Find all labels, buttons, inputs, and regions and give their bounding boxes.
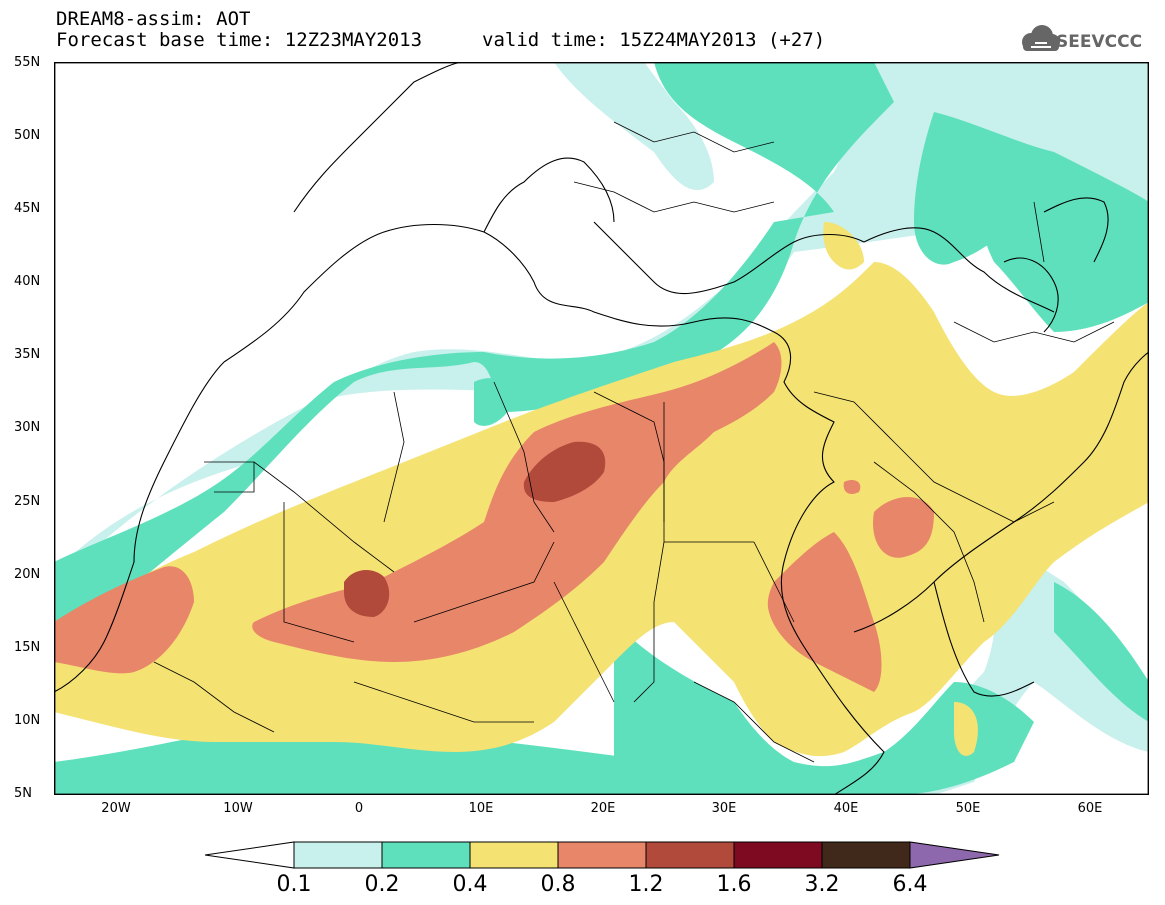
colorbar-segment-1.6 <box>733 841 823 869</box>
colorbar-segment-1.2 <box>645 841 735 869</box>
colorbar-segment-0.1 <box>293 841 383 869</box>
lat-label-55n: 55N <box>14 55 41 70</box>
lon-label-10w: 10W <box>223 801 253 816</box>
lat-label-40n: 40N <box>14 274 41 289</box>
colorbar-segment-0.2 <box>381 841 471 869</box>
colorbar-label-1.6: 1.6 <box>716 872 752 897</box>
colorbar-label-0.4: 0.4 <box>452 872 488 897</box>
colorbar-label-6.4: 6.4 <box>892 872 928 897</box>
forecast-base-time: Forecast base time: 12Z23MAY2013 <box>56 29 423 51</box>
aot-band-1.2 <box>344 441 606 617</box>
lat-label-35n: 35N <box>14 347 41 362</box>
lon-label-30e: 30E <box>711 801 737 816</box>
lat-label-5n: 5N <box>14 786 32 801</box>
aot-map <box>54 62 1149 795</box>
colorbar-segment-3.2 <box>821 841 911 869</box>
lon-label-10e: 10E <box>468 801 494 816</box>
map-border <box>54 62 1149 795</box>
colorbar-label-3.2: 3.2 <box>804 872 840 897</box>
colorbar <box>205 841 1000 869</box>
lon-label-50e: 50E <box>955 801 981 816</box>
lon-label-40e: 40E <box>833 801 859 816</box>
lon-label-20w: 20W <box>101 801 131 816</box>
colorbar-over-triangle <box>909 841 1000 869</box>
lat-label-50n: 50N <box>14 128 41 143</box>
colorbar-segment-0.8 <box>557 841 647 869</box>
colorbar-label-0.2: 0.2 <box>364 872 400 897</box>
lon-label-0: 0 <box>354 801 364 816</box>
seevccc-logo <box>1022 25 1060 51</box>
logo-text: SEEVCCC <box>1056 32 1143 52</box>
chart-title: DREAM8-assim: AOT <box>56 8 251 30</box>
lat-label-15n: 15N <box>14 640 41 655</box>
cloud-icon <box>1022 25 1060 51</box>
country-borders <box>153 121 1115 763</box>
colorbar-label-0.8: 0.8 <box>540 872 576 897</box>
colorbar-label-0.1: 0.1 <box>276 872 312 897</box>
lat-label-20n: 20N <box>14 567 41 582</box>
colorbar-segment-0.4 <box>469 841 559 869</box>
colorbar-under-triangle <box>205 841 295 869</box>
lat-label-30n: 30N <box>14 420 41 435</box>
valid-time: valid time: 15Z24MAY2013 (+27) <box>482 29 826 51</box>
lat-label-10n: 10N <box>14 713 41 728</box>
lon-label-20e: 20E <box>590 801 616 816</box>
lon-label-60e: 60E <box>1077 801 1103 816</box>
colorbar-label-1.2: 1.2 <box>628 872 664 897</box>
lat-label-25n: 25N <box>14 494 41 509</box>
lat-label-45n: 45N <box>14 201 41 216</box>
coastlines <box>54 62 1149 795</box>
